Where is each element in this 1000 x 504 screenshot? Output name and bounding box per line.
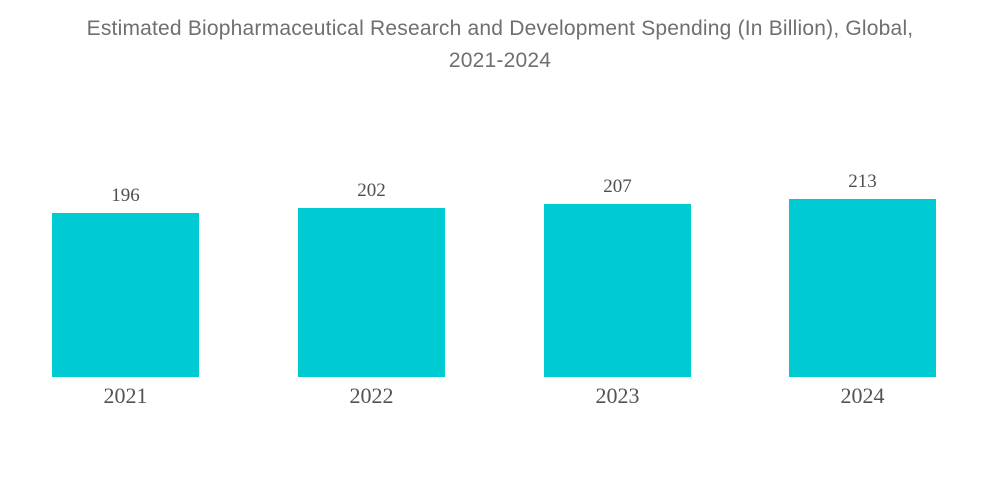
bar-group-2023: 207 2023	[544, 0, 691, 504]
bar-year-label: 2022	[349, 383, 394, 408]
bar-year-label: 2024	[840, 383, 885, 408]
bar-year-label: 2023	[595, 383, 640, 408]
bar	[544, 204, 691, 377]
bar-group-2021: 196 2021	[52, 0, 199, 504]
chart-title: Estimated Biopharmaceutical Research and…	[0, 13, 1000, 77]
bar	[298, 208, 445, 377]
bar-value-label: 196	[111, 185, 140, 206]
bar	[789, 199, 936, 377]
chart-title-line-2: 2021-2024	[448, 49, 552, 72]
bar-group-2022: 202 2022	[298, 0, 445, 504]
bar-year-label: 2021	[103, 383, 148, 408]
chart-title-line-1: Estimated Biopharmaceutical Research and…	[86, 17, 914, 40]
bar	[52, 213, 199, 377]
bar-value-label: 202	[357, 180, 386, 201]
bar-group-2024: 213 2024	[789, 0, 936, 504]
bar-value-label: 213	[848, 171, 877, 192]
bar-value-label: 207	[603, 176, 632, 197]
